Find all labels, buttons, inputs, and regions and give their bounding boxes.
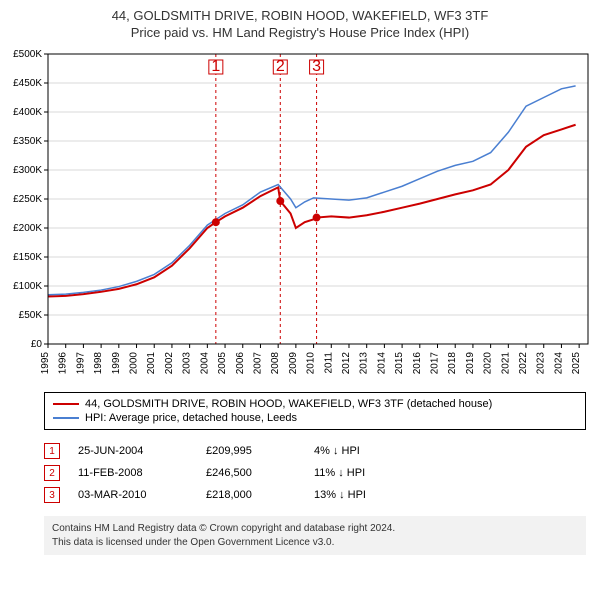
svg-text:2010: 2010 <box>306 352 317 375</box>
sale-date: 25-JUN-2004 <box>78 445 188 457</box>
sales-table: 1 25-JUN-2004 £209,995 4% ↓ HPI 2 11-FEB-2008… <box>44 440 586 506</box>
svg-text:£100K: £100K <box>13 281 42 292</box>
svg-text:2007: 2007 <box>252 352 263 375</box>
sale-row: 1 25-JUN-2004 £209,995 4% ↓ HPI <box>44 440 586 462</box>
svg-text:2019: 2019 <box>465 352 476 375</box>
sale-marker-badge: 1 <box>44 443 60 459</box>
svg-text:2023: 2023 <box>536 352 547 375</box>
svg-text:2011: 2011 <box>323 352 334 374</box>
sale-price: £218,000 <box>206 489 296 501</box>
legend-label: HPI: Average price, detached house, Leed… <box>85 412 297 424</box>
svg-text:2022: 2022 <box>518 352 529 375</box>
svg-text:1999: 1999 <box>111 352 122 375</box>
sale-hpi-diff: 11% ↓ HPI <box>314 467 424 479</box>
svg-text:£200K: £200K <box>13 223 42 234</box>
svg-text:£500K: £500K <box>13 49 42 60</box>
svg-text:£450K: £450K <box>13 78 42 89</box>
svg-text:2015: 2015 <box>394 352 405 375</box>
sale-hpi-diff: 4% ↓ HPI <box>314 445 424 457</box>
legend: 44, GOLDSMITH DRIVE, ROBIN HOOD, WAKEFIE… <box>44 392 586 430</box>
svg-text:1998: 1998 <box>93 352 104 375</box>
svg-text:2018: 2018 <box>447 352 458 375</box>
svg-text:2016: 2016 <box>412 352 423 375</box>
svg-text:2002: 2002 <box>164 352 175 375</box>
legend-swatch <box>53 417 79 419</box>
svg-text:2012: 2012 <box>341 352 352 375</box>
svg-text:2008: 2008 <box>270 352 281 375</box>
svg-text:2020: 2020 <box>483 352 494 375</box>
svg-text:3: 3 <box>312 58 321 75</box>
chart-title-main: 44, GOLDSMITH DRIVE, ROBIN HOOD, WAKEFIE… <box>0 8 600 23</box>
svg-text:£0: £0 <box>31 339 43 350</box>
svg-text:1: 1 <box>211 58 220 75</box>
svg-text:2003: 2003 <box>182 352 193 375</box>
svg-text:2014: 2014 <box>376 352 387 375</box>
legend-label: 44, GOLDSMITH DRIVE, ROBIN HOOD, WAKEFIE… <box>85 398 492 410</box>
svg-text:2009: 2009 <box>288 352 299 375</box>
svg-text:2001: 2001 <box>146 352 157 375</box>
chart-svg: £0 £50K £100K £150K £200K £250K £300K £350K £400… <box>0 44 600 384</box>
legend-swatch <box>53 403 79 405</box>
svg-text:£50K: £50K <box>19 310 43 321</box>
legend-item: 44, GOLDSMITH DRIVE, ROBIN HOOD, WAKEFIE… <box>53 397 577 411</box>
svg-text:2000: 2000 <box>129 352 140 375</box>
sale-date: 11-FEB-2008 <box>78 467 188 479</box>
chart-container: { "title": { "line1": "44, GOLDSMITH DRI… <box>0 0 600 555</box>
sale-row: 2 11-FEB-2008 £246,500 11% ↓ HPI <box>44 462 586 484</box>
chart-plot: £0 £50K £100K £150K £200K £250K £300K £350K £400… <box>0 44 600 384</box>
attribution-footer: Contains HM Land Registry data © Crown c… <box>44 516 586 555</box>
svg-text:2025: 2025 <box>571 352 582 375</box>
svg-text:2017: 2017 <box>430 352 441 375</box>
svg-text:£400K: £400K <box>13 107 42 118</box>
sale-date: 03-MAR-2010 <box>78 489 188 501</box>
sale-price: £246,500 <box>206 467 296 479</box>
svg-text:2024: 2024 <box>553 352 564 375</box>
sale-row: 3 03-MAR-2010 £218,000 13% ↓ HPI <box>44 484 586 506</box>
svg-text:2006: 2006 <box>235 352 246 375</box>
chart-title-sub: Price paid vs. HM Land Registry's House … <box>0 25 600 40</box>
footer-line-1: Contains HM Land Registry data © Crown c… <box>52 522 578 536</box>
svg-text:1996: 1996 <box>58 352 69 375</box>
sale-hpi-diff: 13% ↓ HPI <box>314 489 424 501</box>
svg-text:2: 2 <box>276 58 285 75</box>
svg-text:2021: 2021 <box>500 352 511 375</box>
svg-text:2005: 2005 <box>217 352 228 375</box>
svg-text:£350K: £350K <box>13 136 42 147</box>
svg-text:£150K: £150K <box>13 252 42 263</box>
svg-text:1995: 1995 <box>40 352 51 375</box>
sale-marker-badge: 3 <box>44 487 60 503</box>
legend-item: HPI: Average price, detached house, Leed… <box>53 411 577 425</box>
svg-text:1997: 1997 <box>75 352 86 375</box>
svg-text:£250K: £250K <box>13 194 42 205</box>
chart-titles: 44, GOLDSMITH DRIVE, ROBIN HOOD, WAKEFIE… <box>0 0 600 44</box>
sale-price: £209,995 <box>206 445 296 457</box>
footer-line-2: This data is licensed under the Open Gov… <box>52 536 578 550</box>
svg-text:£300K: £300K <box>13 165 42 176</box>
sale-marker-badge: 2 <box>44 465 60 481</box>
svg-text:2013: 2013 <box>359 352 370 375</box>
svg-text:2004: 2004 <box>199 352 210 375</box>
